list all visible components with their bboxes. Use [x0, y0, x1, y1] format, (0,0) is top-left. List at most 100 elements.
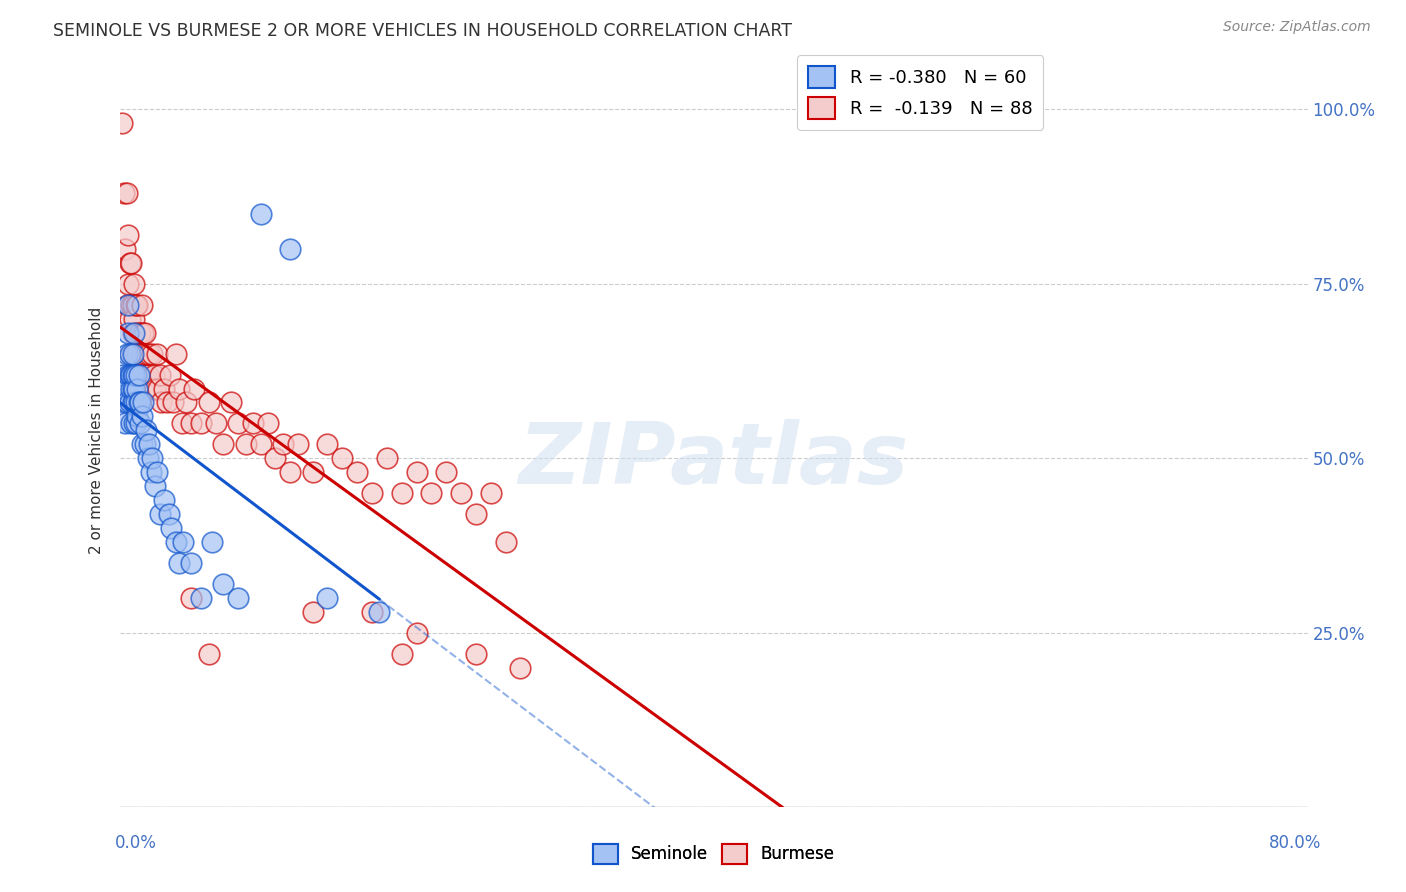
Point: [122, 368, 145, 382]
Point: [124, 311, 146, 326]
Text: 0.0%: 0.0%: [115, 834, 157, 852]
Point: [124, 382, 146, 396]
Point: [117, 277, 139, 291]
Point: [118, 395, 141, 409]
Point: [157, 507, 180, 521]
Point: [330, 451, 353, 466]
Point: [129, 368, 152, 382]
Point: [138, 346, 160, 360]
Point: [131, 298, 153, 312]
Point: [205, 417, 228, 431]
Point: [124, 326, 146, 340]
Point: [167, 382, 190, 396]
Point: [125, 326, 148, 340]
Point: [180, 591, 202, 605]
Point: [112, 186, 135, 200]
Point: [132, 368, 155, 382]
Point: [120, 256, 142, 270]
Point: [128, 326, 150, 340]
Point: [146, 382, 169, 396]
Point: [125, 417, 148, 431]
Point: [125, 368, 148, 382]
Point: [124, 277, 146, 291]
Point: [131, 437, 153, 451]
Point: [172, 535, 194, 549]
Point: [145, 346, 167, 360]
Point: [176, 395, 198, 409]
Point: [118, 311, 141, 326]
Point: [134, 437, 156, 451]
Point: [117, 368, 139, 382]
Point: [122, 346, 145, 360]
Point: [117, 326, 139, 340]
Point: [495, 535, 517, 549]
Point: [165, 346, 187, 360]
Point: [242, 417, 264, 431]
Point: [111, 368, 134, 382]
Point: [124, 395, 146, 409]
Point: [134, 368, 156, 382]
Point: [316, 591, 339, 605]
Point: [114, 242, 136, 256]
Point: [190, 591, 212, 605]
Point: [132, 395, 155, 409]
Point: [129, 395, 152, 409]
Point: [131, 346, 153, 360]
Point: [129, 326, 152, 340]
Point: [197, 395, 219, 409]
Point: [420, 486, 443, 500]
Point: [301, 465, 323, 479]
Point: [112, 395, 135, 409]
Point: [120, 298, 142, 312]
Point: [143, 382, 166, 396]
Point: [150, 395, 173, 409]
Point: [135, 424, 157, 438]
Point: [149, 368, 172, 382]
Point: [118, 346, 141, 360]
Point: [149, 507, 172, 521]
Point: [124, 417, 146, 431]
Point: [139, 382, 162, 396]
Point: [368, 605, 391, 619]
Point: [115, 346, 138, 360]
Point: [197, 647, 219, 661]
Point: [128, 368, 150, 382]
Point: [120, 382, 142, 396]
Point: [464, 507, 486, 521]
Text: 80.0%: 80.0%: [1270, 834, 1322, 852]
Point: [153, 493, 176, 508]
Point: [235, 437, 257, 451]
Point: [114, 382, 136, 396]
Point: [228, 417, 250, 431]
Point: [120, 346, 142, 360]
Point: [257, 417, 280, 431]
Point: [143, 479, 166, 493]
Point: [122, 382, 145, 396]
Point: [118, 256, 141, 270]
Point: [115, 395, 138, 409]
Point: [117, 298, 139, 312]
Point: [156, 395, 179, 409]
Point: [434, 465, 457, 479]
Point: [128, 368, 150, 382]
Point: [170, 417, 193, 431]
Point: [132, 326, 155, 340]
Point: [180, 417, 202, 431]
Point: [464, 647, 486, 661]
Text: Source: ZipAtlas.com: Source: ZipAtlas.com: [1223, 20, 1371, 34]
Point: [128, 395, 150, 409]
Point: [124, 368, 146, 382]
Point: [160, 521, 183, 535]
Point: [153, 382, 176, 396]
Point: [131, 409, 153, 424]
Text: SEMINOLE VS BURMESE 2 OR MORE VEHICLES IN HOUSEHOLD CORRELATION CHART: SEMINOLE VS BURMESE 2 OR MORE VEHICLES I…: [53, 22, 793, 40]
Point: [509, 661, 531, 675]
Point: [200, 535, 222, 549]
Point: [127, 298, 149, 312]
Point: [115, 298, 138, 312]
Point: [450, 486, 472, 500]
Point: [361, 605, 384, 619]
Point: [228, 591, 250, 605]
Point: [159, 368, 181, 382]
Point: [190, 417, 212, 431]
